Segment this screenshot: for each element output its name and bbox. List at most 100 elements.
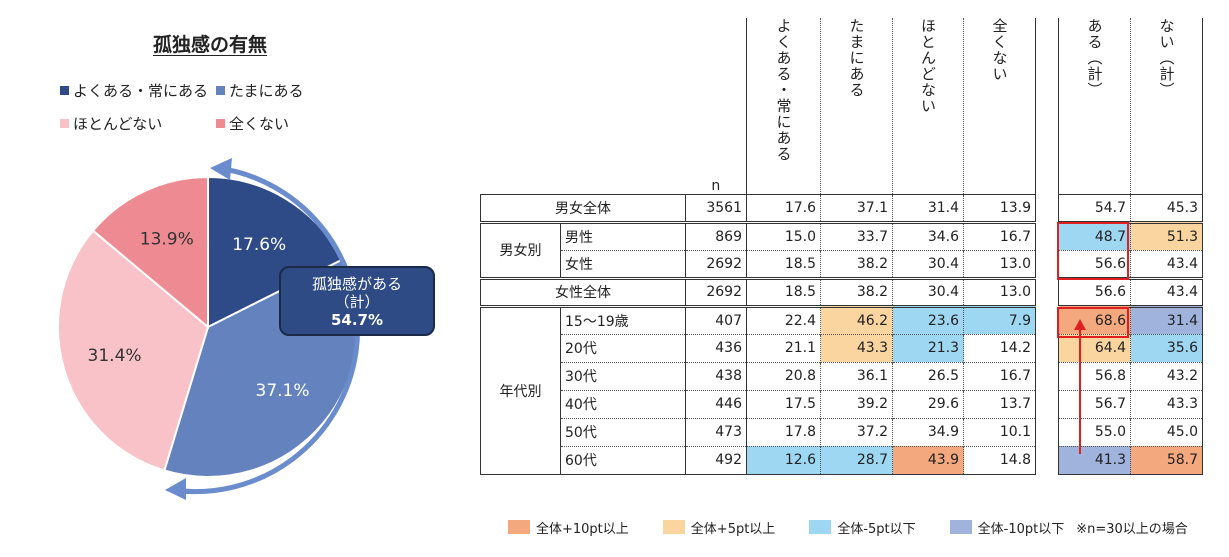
summary-table: ある（計） ない（計） 54.7 45.3 48.7 51.3 56.6 43.4 56.6… bbox=[1058, 18, 1203, 475]
header-col-often: よくある・常にある bbox=[746, 18, 821, 194]
cell-n: 407 bbox=[685, 305, 747, 334]
cell-n: 869 bbox=[685, 221, 747, 250]
cell-n: 2692 bbox=[685, 249, 747, 280]
legend-label: たまにある bbox=[229, 82, 304, 100]
cell-value: 34.9 bbox=[892, 417, 964, 446]
header-col-sometimes: たまにある bbox=[820, 18, 893, 194]
crosstab-table: n よくある・常にある たまにある ほとんどない 全くない 男女全体 3561 17… bbox=[480, 18, 1036, 475]
legend-swatch bbox=[216, 119, 225, 128]
cell-value: 34.6 bbox=[892, 221, 964, 250]
legend-plus5: 全体+5pt以上 bbox=[662, 518, 775, 537]
summary-row: 54.7 45.3 bbox=[1058, 193, 1203, 224]
pie-slice bbox=[91, 175, 209, 330]
cell-value: 22.4 bbox=[746, 305, 821, 334]
cell-value: 33.7 bbox=[820, 221, 893, 250]
cell-yes-total: 41.3 bbox=[1058, 445, 1131, 475]
header-n: n bbox=[711, 177, 721, 194]
cell-value: 38.2 bbox=[820, 249, 893, 280]
cell-value: 7.9 bbox=[963, 305, 1036, 334]
cell-value: 30.4 bbox=[892, 277, 964, 308]
cell-value: 12.6 bbox=[746, 445, 821, 475]
callout-arc-arrow bbox=[171, 165, 361, 495]
table-row: 20代 436 21.1 43.3 21.3 14.2 bbox=[481, 333, 1036, 362]
legend-rarely: ほとんどない bbox=[60, 113, 162, 134]
legend-never: 全くない bbox=[216, 113, 289, 134]
row-label: 40代 bbox=[560, 389, 686, 418]
cell-value: 29.6 bbox=[892, 389, 964, 418]
cell-no-total: 31.4 bbox=[1130, 305, 1203, 334]
cell-value: 15.0 bbox=[746, 221, 821, 250]
row-label: 女性全体 bbox=[480, 277, 686, 308]
cell-no-total: 43.2 bbox=[1130, 361, 1203, 390]
cell-yes-total: 68.6 bbox=[1058, 305, 1131, 334]
cell-n: 446 bbox=[685, 389, 747, 418]
legend-swatch bbox=[216, 86, 225, 95]
summary-row: 64.4 35.6 bbox=[1058, 333, 1203, 362]
cell-value: 14.2 bbox=[963, 333, 1036, 362]
cell-value: 37.2 bbox=[820, 417, 893, 446]
cell-yes-total: 55.0 bbox=[1058, 417, 1131, 446]
cell-yes-total: 56.6 bbox=[1058, 277, 1131, 308]
cell-value: 21.1 bbox=[746, 333, 821, 362]
table-row: 40代 446 17.5 39.2 29.6 13.7 bbox=[481, 389, 1036, 418]
legend-swatch bbox=[60, 86, 69, 95]
pie-chart: 17.6% 37.1% 31.4% 13.9% bbox=[57, 158, 361, 500]
cell-value: 43.9 bbox=[892, 445, 964, 475]
summary-row: 55.0 45.0 bbox=[1058, 417, 1203, 446]
highlight-arrow bbox=[1074, 319, 1086, 454]
cell-no-total: 43.3 bbox=[1130, 389, 1203, 418]
highlight-gender-box bbox=[1057, 222, 1129, 280]
cell-value: 14.8 bbox=[963, 445, 1036, 475]
summary-row: 56.6 43.4 bbox=[1058, 249, 1203, 280]
table-row: 50代 473 17.8 37.2 34.9 10.1 bbox=[481, 417, 1036, 446]
cell-no-total: 35.6 bbox=[1130, 333, 1203, 362]
table-row: 60代 492 12.6 28.7 43.9 14.8 bbox=[481, 445, 1036, 475]
cell-value: 17.5 bbox=[746, 389, 821, 418]
callout-line2: （計） bbox=[334, 293, 380, 311]
legend-minus10: 全体-10pt以下 bbox=[949, 518, 1064, 537]
cell-value: 38.2 bbox=[820, 277, 893, 308]
cell-value: 18.5 bbox=[746, 277, 821, 308]
highlight-legend: 全体+10pt以上 全体+5pt以上 全体-5pt以下 全体-10pt以下 ※n… bbox=[508, 516, 1188, 538]
summary-row: 56.8 43.2 bbox=[1058, 361, 1203, 390]
cell-value: 16.7 bbox=[963, 221, 1036, 250]
cell-value: 31.4 bbox=[892, 193, 964, 224]
table-row: 女性全体 2692 18.5 38.2 30.4 13.0 bbox=[480, 277, 1036, 308]
row-label: 50代 bbox=[560, 417, 686, 446]
cell-no-total: 51.3 bbox=[1130, 221, 1203, 250]
pie-title: 孤独感の有無 bbox=[152, 34, 267, 56]
arc-arrowhead-bottom bbox=[165, 478, 186, 500]
cell-value: 43.3 bbox=[820, 333, 893, 362]
cell-value: 13.0 bbox=[963, 277, 1036, 308]
cell-n: 473 bbox=[685, 417, 747, 446]
cell-yes-total: 54.7 bbox=[1058, 193, 1131, 224]
header-col-rarely: ほとんどない bbox=[892, 18, 964, 194]
legend-plus10: 全体+10pt以上 bbox=[508, 518, 629, 537]
table-row: 女性 2692 18.5 38.2 30.4 13.0 bbox=[481, 249, 1036, 280]
group-label: 年代別 bbox=[480, 305, 561, 475]
table-row: 男女別 男性 869 15.0 33.7 34.6 16.7 bbox=[480, 221, 1036, 280]
cell-n: 492 bbox=[685, 445, 747, 475]
cell-no-total: 45.3 bbox=[1130, 193, 1203, 224]
cell-n: 436 bbox=[685, 333, 747, 362]
cell-yes-total: 56.8 bbox=[1058, 361, 1131, 390]
header-col-yes-total: ある（計） bbox=[1058, 18, 1131, 194]
summary-row: 48.7 51.3 bbox=[1058, 221, 1203, 250]
cell-value: 18.5 bbox=[746, 249, 821, 280]
cell-value: 20.8 bbox=[746, 361, 821, 390]
cell-value: 13.7 bbox=[963, 389, 1036, 418]
cell-value: 26.5 bbox=[892, 361, 964, 390]
cell-no-total: 58.7 bbox=[1130, 445, 1203, 475]
row-label: 女性 bbox=[560, 249, 686, 280]
header-col-never: 全くない bbox=[963, 18, 1036, 194]
cell-value: 21.3 bbox=[892, 333, 964, 362]
cell-value: 17.8 bbox=[746, 417, 821, 446]
footnote: ※n=30以上の場合 bbox=[1076, 521, 1188, 537]
cell-value: 10.1 bbox=[963, 417, 1036, 446]
cell-yes-total: 48.7 bbox=[1058, 221, 1131, 250]
cell-value: 46.2 bbox=[820, 305, 893, 334]
cell-n: 2692 bbox=[685, 277, 747, 308]
pie-data-label: 37.1% bbox=[256, 381, 310, 401]
summary-header-row: ある（計） ない（計） bbox=[1058, 18, 1203, 194]
cell-value: 16.7 bbox=[963, 361, 1036, 390]
